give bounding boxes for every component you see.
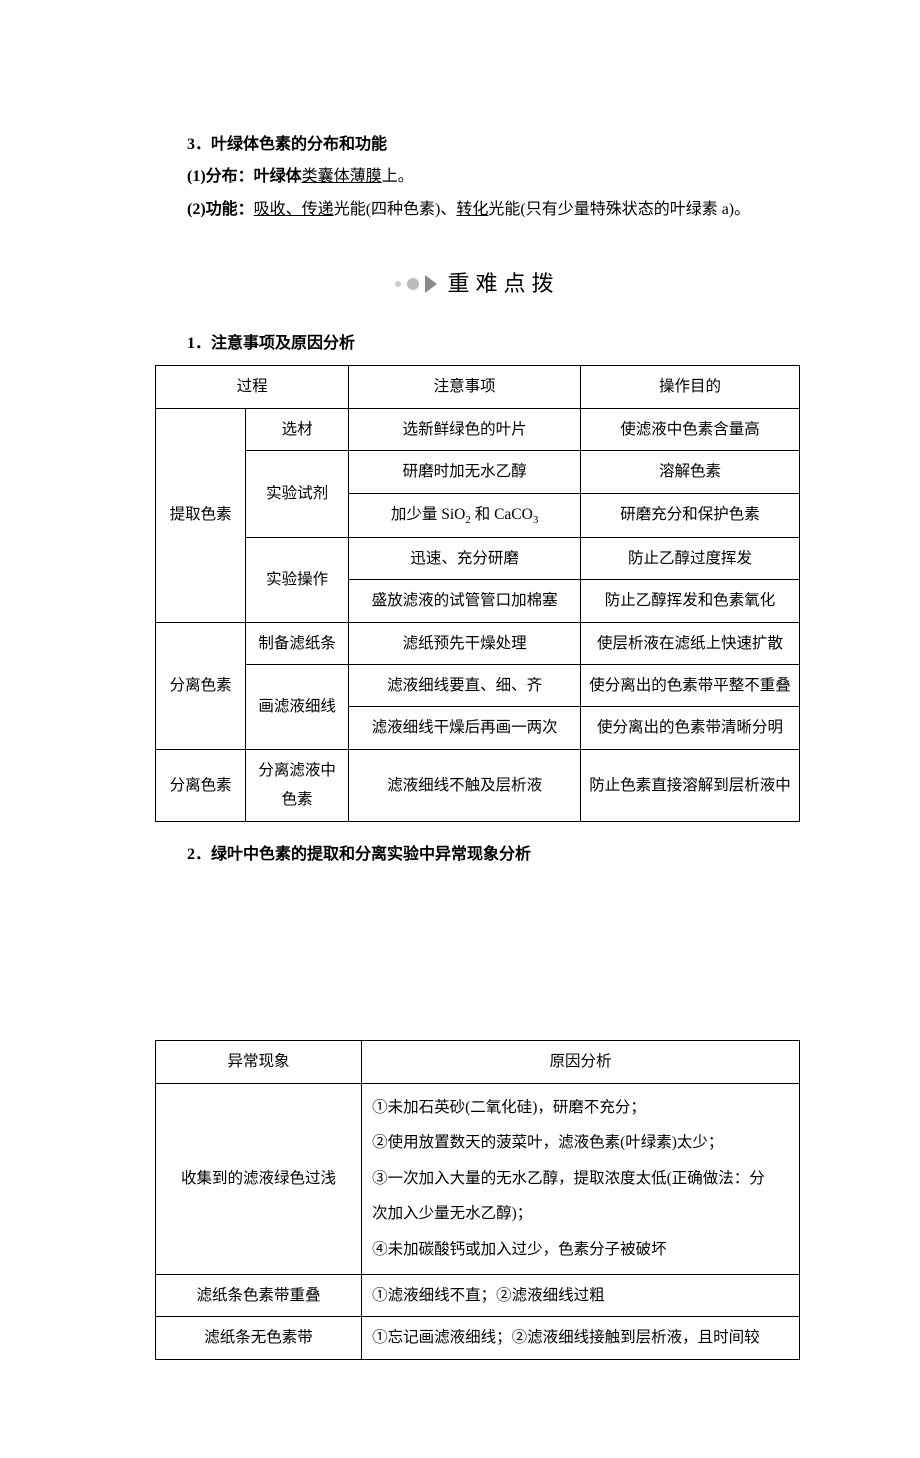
cell-cause: ①忘记画滤液细线；②滤液细线接触到层析液，且时间较 bbox=[362, 1317, 800, 1359]
cell-note: 滤液细线干燥后再画一两次 bbox=[349, 707, 581, 749]
cell-note: 滤液细线要直、细、齐 bbox=[349, 664, 581, 706]
cell-sub: 分离滤液中色素 bbox=[246, 749, 349, 821]
table-row: 收集到的滤液绿色过浅 ①未加石英砂(二氧化硅)，研磨不充分；②使用放置数天的菠菜… bbox=[156, 1083, 800, 1274]
cell-sub: 实验操作 bbox=[246, 537, 349, 622]
table-row: 异常现象 原因分析 bbox=[156, 1041, 800, 1083]
prefix-3-2: (2)功能： bbox=[187, 201, 254, 218]
cell-purpose: 使分离出的色素带平整不重叠 bbox=[581, 664, 800, 706]
intro-item-3: 3．叶绿体色素的分布和功能 bbox=[155, 130, 800, 160]
table-row: 过程 注意事项 操作目的 bbox=[156, 366, 800, 408]
cell-purpose: 使层析液在滤纸上快速扩散 bbox=[581, 622, 800, 664]
suffix-3-1: 上。 bbox=[382, 168, 414, 185]
cell-phenom: 滤纸条色素带重叠 bbox=[156, 1274, 362, 1316]
cell-note: 滤液细线不触及层析液 bbox=[349, 749, 581, 821]
mid-3-2a: 光能(四种色素)、 bbox=[334, 201, 457, 218]
table-row: 滤纸条无色素带 ①忘记画滤液细线；②滤液细线接触到层析液，且时间较 bbox=[156, 1317, 800, 1359]
cell-note: 盛放滤液的试管管口加棉塞 bbox=[349, 580, 581, 622]
cell-purpose: 使滤液中色素含量高 bbox=[581, 408, 800, 450]
intro-item-3-1: (1)分布：叶绿体类囊体薄膜上。 bbox=[155, 162, 800, 192]
cell-note: 加少量 SiO2 和 CaCO3 bbox=[349, 493, 581, 537]
heading-dot-icon bbox=[395, 281, 401, 287]
cell-purpose: 防止乙醇过度挥发 bbox=[581, 537, 800, 579]
prefix-3-1: (1)分布：叶绿体 bbox=[187, 168, 302, 185]
cell-note: 研磨时加无水乙醇 bbox=[349, 451, 581, 493]
intro-item-3-2: (2)功能：吸收、传递光能(四种色素)、转化光能(只有少量特殊状态的叶绿素 a)… bbox=[155, 195, 800, 225]
cell-proc: 提取色素 bbox=[156, 408, 246, 622]
cell-cause: ①未加石英砂(二氧化硅)，研磨不充分；②使用放置数天的菠菜叶，滤液色素(叶绿素)… bbox=[362, 1083, 800, 1274]
table-abnormal: 异常现象 原因分析 收集到的滤液绿色过浅 ①未加石英砂(二氧化硅)，研磨不充分；… bbox=[155, 1040, 800, 1360]
cell-note: 迅速、充分研磨 bbox=[349, 537, 581, 579]
col-purpose: 操作目的 bbox=[581, 366, 800, 408]
section1-title: 1．注意事项及原因分析 bbox=[155, 329, 800, 359]
section-heading: 重难点拨 bbox=[155, 263, 800, 305]
col-note: 注意事项 bbox=[349, 366, 581, 408]
table-row: 分离色素 分离滤液中色素 滤液细线不触及层析液 防止色素直接溶解到层析液中 bbox=[156, 749, 800, 821]
col-phenom: 异常现象 bbox=[156, 1041, 362, 1083]
cell-purpose: 溶解色素 bbox=[581, 451, 800, 493]
table-row: 实验操作 迅速、充分研磨 防止乙醇过度挥发 bbox=[156, 537, 800, 579]
underline-3-2a: 吸收、传递 bbox=[254, 201, 334, 218]
spacer bbox=[155, 874, 800, 1034]
cell-sub: 选材 bbox=[246, 408, 349, 450]
table-row: 画滤液细线 滤液细线要直、细、齐 使分离出的色素带平整不重叠 bbox=[156, 664, 800, 706]
cell-sub: 制备滤纸条 bbox=[246, 622, 349, 664]
heading-dot-icon bbox=[407, 278, 419, 290]
table-row: 分离色素 制备滤纸条 滤纸预先干燥处理 使层析液在滤纸上快速扩散 bbox=[156, 622, 800, 664]
cell-phenom: 收集到的滤液绿色过浅 bbox=[156, 1083, 362, 1274]
heading-text: 重难点拨 bbox=[447, 263, 559, 305]
underline-3-2b: 转化 bbox=[456, 201, 488, 218]
table-row: 提取色素 选材 选新鲜绿色的叶片 使滤液中色素含量高 bbox=[156, 408, 800, 450]
cell-sub: 画滤液细线 bbox=[246, 664, 349, 749]
underline-3-1: 类囊体薄膜 bbox=[302, 168, 382, 185]
cell-sub: 实验试剂 bbox=[246, 451, 349, 537]
cell-proc: 分离色素 bbox=[156, 749, 246, 821]
cell-proc: 分离色素 bbox=[156, 622, 246, 749]
cell-purpose: 使分离出的色素带清晰分明 bbox=[581, 707, 800, 749]
table-precautions: 过程 注意事项 操作目的 提取色素 选材 选新鲜绿色的叶片 使滤液中色素含量高 … bbox=[155, 365, 800, 821]
cell-purpose: 防止色素直接溶解到层析液中 bbox=[581, 749, 800, 821]
col-process: 过程 bbox=[156, 366, 349, 408]
cell-cause: ①滤液细线不直；②滤液细线过粗 bbox=[362, 1274, 800, 1316]
heading-triangle-icon bbox=[425, 275, 437, 293]
cell-phenom: 滤纸条无色素带 bbox=[156, 1317, 362, 1359]
col-cause: 原因分析 bbox=[362, 1041, 800, 1083]
cell-note: 选新鲜绿色的叶片 bbox=[349, 408, 581, 450]
cell-purpose: 研磨充分和保护色素 bbox=[581, 493, 800, 537]
table-row: 实验试剂 研磨时加无水乙醇 溶解色素 bbox=[156, 451, 800, 493]
section2-title: 2．绿叶中色素的提取和分离实验中异常现象分析 bbox=[155, 840, 800, 870]
mid-3-2b: 光能(只有少量特殊状态的叶绿素 a)。 bbox=[488, 201, 750, 218]
cell-note: 滤纸预先干燥处理 bbox=[349, 622, 581, 664]
table-row: 滤纸条色素带重叠 ①滤液细线不直；②滤液细线过粗 bbox=[156, 1274, 800, 1316]
cell-purpose: 防止乙醇挥发和色素氧化 bbox=[581, 580, 800, 622]
